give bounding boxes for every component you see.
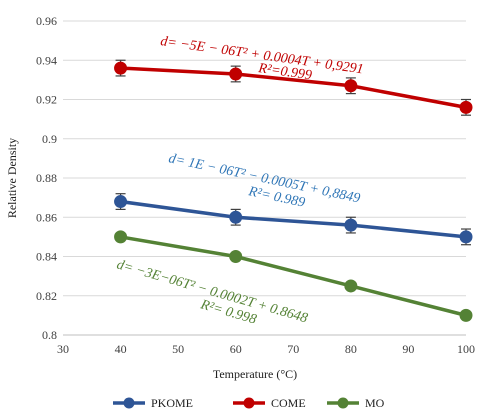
series-line [118,199,468,239]
y-tick-label: 0.88 [36,171,57,185]
x-tick-label: 80 [345,342,357,356]
legend-label: COME [271,396,306,410]
y-tick-label: 0.8 [42,328,57,342]
x-tick-label: 70 [287,342,299,356]
y-tick-label: 0.86 [36,210,57,224]
data-point [459,308,473,322]
series-line [118,235,468,318]
data-point [459,230,473,244]
data-point [229,67,243,81]
y-tick-label: 0.82 [36,289,57,303]
data-point [344,279,358,293]
series-line [118,66,468,110]
y-tick-label: 0.9 [42,132,57,146]
y-tick-label: 0.92 [36,93,57,107]
data-point [344,218,358,232]
data-point [114,195,128,209]
legend-item-mo: MO [327,396,385,410]
x-tick-label: 30 [57,342,69,356]
legend-label: MO [365,396,385,410]
legend-item-pkome: PKOME [113,396,193,410]
legend-marker [243,397,255,409]
axis-layer: 0.8 0.82 0.84 0.86 0.88 0.9 0.92 0.94 0.96 30 40 50… [36,14,475,356]
series-mo [114,230,473,322]
y-tick-label: 0.96 [36,14,57,28]
legend-label: PKOME [151,396,193,410]
legend-marker [337,397,349,409]
data-point [229,250,243,263]
legend-marker [123,397,135,409]
data-point [344,79,358,93]
y-tick-label: 0.84 [36,250,57,264]
grid-layer [63,20,466,336]
x-tick-label: 60 [230,342,242,356]
x-tick-label: 100 [457,342,475,356]
x-tick-label: 90 [402,342,414,356]
data-point [114,61,128,75]
series-pkome [114,193,473,246]
data-point [229,210,243,224]
data-point [114,230,128,244]
data-point [459,100,473,114]
y-axis-title: Relative Density [5,138,19,218]
x-tick-label: 50 [172,342,184,356]
series-layer [114,59,473,322]
legend: PKOME COME MO [113,396,385,410]
series-come [114,59,473,116]
x-tick-label: 40 [115,342,127,356]
y-tick-label: 0.94 [36,53,57,67]
legend-item-come: COME [233,396,306,410]
x-axis-title: Temperature (°C) [213,367,297,381]
